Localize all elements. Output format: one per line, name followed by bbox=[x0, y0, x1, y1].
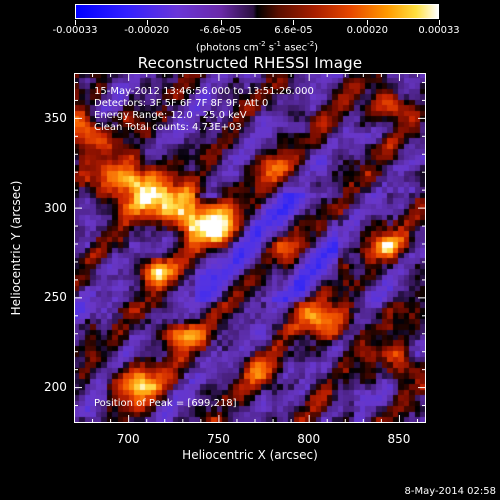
colorbar-tick-label: -0.00020 bbox=[124, 25, 170, 36]
colorbar-tick bbox=[367, 20, 369, 25]
detectors-info: Detectors: 3F 5F 6F 7F 8F 9F, Att 0 bbox=[94, 98, 269, 109]
x-tick-label: 800 bbox=[297, 432, 321, 446]
y-tick-label: 250 bbox=[44, 290, 67, 305]
plot-border bbox=[74, 73, 426, 423]
colorbar bbox=[75, 4, 439, 19]
colorbar-tick bbox=[439, 20, 440, 25]
colorbar-tick bbox=[293, 20, 295, 25]
colorbar-tick-label: 0.00033 bbox=[418, 25, 460, 36]
colorbar-tick-label: -6.6e-05 bbox=[199, 25, 242, 36]
observation-time: 15-May-2012 13:46:56.000 to 13:51:26.000 bbox=[94, 86, 314, 97]
heatmap-image bbox=[74, 73, 426, 423]
plot-area: 15-May-2012 13:46:56.000 to 13:51:26.000… bbox=[74, 73, 426, 423]
y-axis-label: Heliocentric Y (arcsec) bbox=[9, 180, 23, 316]
x-tick-label: 850 bbox=[387, 432, 411, 446]
clean-counts-info: Clean Total counts: 4.73E+03 bbox=[94, 122, 242, 133]
colorbar-tick-label: -0.00033 bbox=[52, 25, 98, 36]
x-tick-label: 750 bbox=[206, 432, 230, 446]
timestamp: 8-May-2014 02:58 bbox=[404, 486, 496, 497]
colorbar-tick bbox=[220, 20, 222, 25]
y-tick-label: 200 bbox=[44, 380, 67, 395]
x-tick-label: 700 bbox=[116, 432, 140, 446]
chart-title: Reconstructed RHESSI Image bbox=[137, 54, 363, 72]
colorbar-tick-label: 6.6e-05 bbox=[274, 25, 313, 36]
colorbar-tick-label: 0.00020 bbox=[346, 25, 388, 36]
peak-position-label: Position of Peak = [699,218] bbox=[94, 398, 237, 409]
colorbar-tick bbox=[75, 20, 76, 25]
colorbar-units: (photons cm-2 s-1 asec-2) bbox=[195, 40, 319, 54]
y-tick-label: 350 bbox=[44, 110, 67, 125]
x-axis-label: Heliocentric X (arcsec) bbox=[182, 448, 318, 462]
colorbar-tick bbox=[146, 20, 148, 25]
plot-frame bbox=[74, 73, 426, 423]
y-tick-label: 300 bbox=[44, 200, 67, 215]
energy-range-info: Energy Range: 12.0 - 25.0 keV bbox=[94, 110, 247, 121]
